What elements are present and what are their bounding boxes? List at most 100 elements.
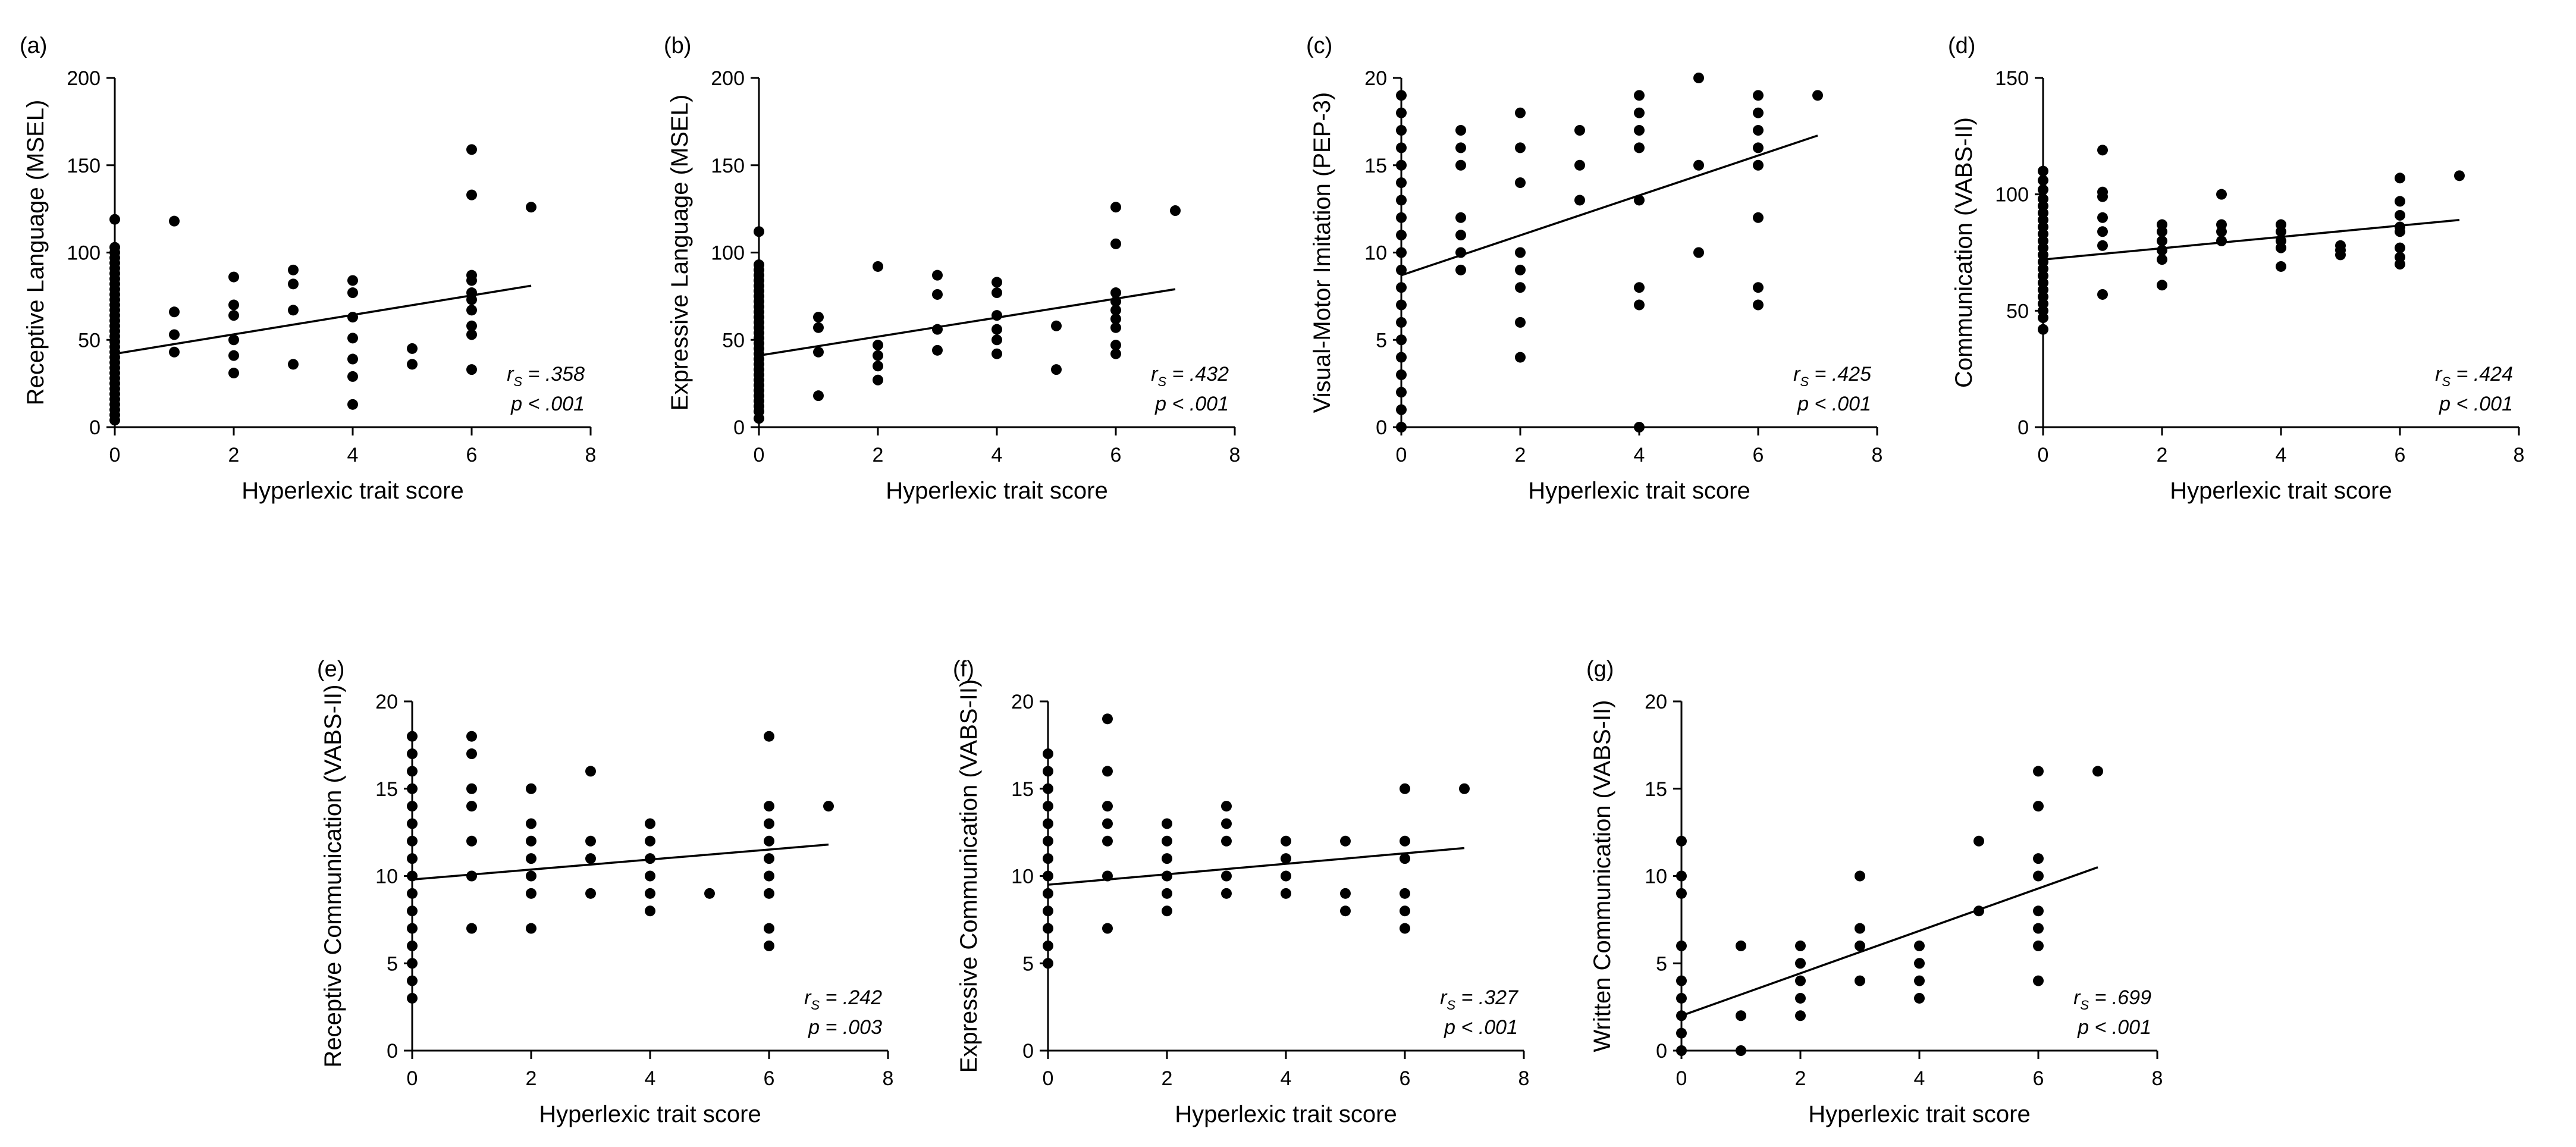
data-point: [1221, 835, 1232, 847]
data-point: [2033, 801, 2044, 812]
x-tick-label: 2: [2157, 444, 2168, 466]
data-point: [1043, 801, 1053, 812]
data-point: [1396, 282, 1407, 293]
y-tick-label: 10: [1011, 866, 1034, 888]
data-point: [1281, 853, 1291, 864]
data-point: [228, 299, 239, 311]
data-point: [932, 344, 943, 356]
data-point: [645, 870, 655, 882]
data-point: [1693, 73, 1704, 83]
chart-panel-6: (f) 0 5 10 15 20 0 2 4 6 8 Hyperlexic trait score Ex…: [953, 657, 1529, 1127]
data-point: [2033, 905, 2044, 917]
data-point: [228, 368, 239, 379]
data-point: [1455, 125, 1466, 136]
data-point: [1676, 1027, 1687, 1039]
data-point: [1110, 305, 1121, 316]
y-tick-label: 0: [387, 1040, 398, 1063]
data-point: [1396, 299, 1407, 311]
data-point: [1110, 340, 1121, 351]
correlation-value: = .327: [1455, 986, 1518, 1009]
data-point: [1162, 853, 1172, 864]
data-point: [1676, 992, 1687, 1004]
data-point: [2097, 145, 2108, 156]
y-tick-label: 10: [1364, 242, 1387, 265]
x-tick-label: 8: [1872, 444, 1883, 466]
data-point: [585, 835, 596, 847]
data-point: [1634, 90, 1645, 101]
data-point: [228, 271, 239, 283]
x-tick-label: 4: [1914, 1067, 1925, 1090]
data-point: [1051, 364, 1062, 375]
data-point: [466, 835, 477, 847]
data-point: [526, 818, 536, 829]
data-point: [288, 264, 299, 275]
data-point: [2395, 209, 2405, 221]
data-point: [1043, 748, 1053, 760]
data-point: [2216, 235, 2227, 246]
data-point: [1515, 316, 1526, 328]
data-point: [1102, 923, 1113, 934]
correlation-symbol: r: [1440, 986, 1448, 1009]
data-point: [1574, 159, 1585, 171]
x-tick-label: 0: [1043, 1067, 1054, 1090]
data-point: [645, 888, 655, 899]
y-tick-label: 100: [67, 242, 101, 265]
data-point: [1221, 801, 1232, 812]
x-tick-label: 6: [1110, 444, 1122, 466]
data-point: [1396, 316, 1407, 328]
data-point: [1914, 958, 1925, 969]
data-point: [1812, 90, 1823, 101]
y-tick-label: 100: [1995, 184, 2029, 206]
panel-label: (g): [1586, 657, 1614, 682]
data-point: [407, 343, 418, 354]
data-point: [1162, 905, 1172, 917]
y-tick-label: 5: [387, 952, 398, 975]
x-axis-title: Hyperlexic trait score: [1808, 1101, 2030, 1127]
data-point: [2033, 766, 2044, 777]
data-point: [932, 269, 943, 281]
y-tick-label: 0: [733, 416, 745, 439]
data-point: [1914, 975, 1925, 986]
data-point: [1396, 230, 1407, 241]
correlation-value: = .242: [820, 986, 882, 1009]
data-point: [407, 853, 418, 864]
y-tick-label: 150: [67, 155, 101, 177]
x-tick-label: 8: [1229, 444, 1241, 466]
data-point: [873, 340, 883, 351]
data-point: [1162, 870, 1172, 882]
x-tick-label: 8: [883, 1067, 894, 1090]
x-tick-label: 2: [526, 1067, 537, 1090]
data-point: [1736, 940, 1746, 951]
data-point: [466, 294, 477, 305]
p-value-label: p < .001: [510, 393, 585, 415]
data-point: [1400, 923, 1410, 934]
data-point: [2097, 240, 2108, 251]
data-point: [1043, 923, 1053, 934]
data-point: [1396, 159, 1407, 171]
data-point: [1753, 159, 1764, 171]
y-tick-label: 20: [375, 691, 398, 713]
data-point: [1736, 1045, 1746, 1056]
y-tick-label: 150: [711, 155, 745, 177]
x-axis-title: Hyperlexic trait score: [1528, 478, 1750, 504]
data-point: [1455, 264, 1466, 275]
data-point: [1396, 195, 1407, 206]
p-value-label: p < .001: [1154, 393, 1229, 415]
y-tick-label: 5: [1376, 329, 1387, 352]
data-point: [526, 870, 536, 882]
data-point: [1396, 142, 1407, 153]
correlation-label: rS = .424: [2435, 363, 2513, 389]
correlation-subscript: S: [1800, 374, 1809, 389]
data-point: [1455, 212, 1466, 223]
y-tick-label: 10: [375, 866, 398, 888]
data-point: [1515, 264, 1526, 275]
data-point: [1676, 975, 1687, 986]
correlation-symbol: r: [1151, 363, 1159, 386]
x-tick-label: 6: [764, 1067, 775, 1090]
data-point: [1110, 238, 1121, 249]
data-point: [813, 322, 824, 333]
x-tick-label: 2: [228, 444, 240, 466]
data-point: [2276, 242, 2286, 253]
data-point: [466, 923, 477, 934]
data-point: [1515, 107, 1526, 118]
